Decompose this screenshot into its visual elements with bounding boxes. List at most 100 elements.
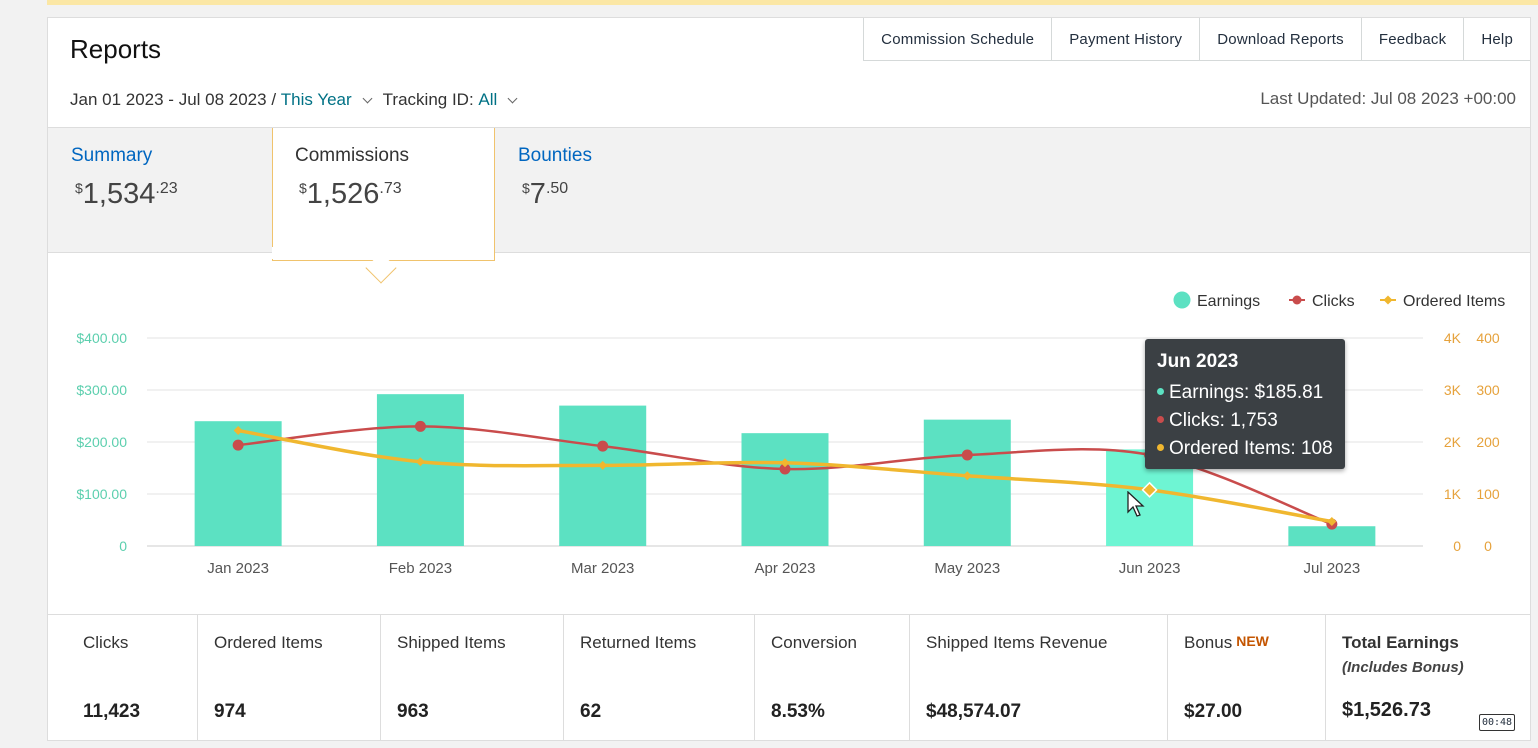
y-right-tick-label: 3K: [1444, 382, 1462, 398]
legend-label: Ordered Items: [1403, 293, 1505, 310]
y-right-tick-label: 2K: [1444, 434, 1462, 450]
stats-row: Clicks 11,423 Ordered Items 974 Shipped …: [48, 614, 1530, 740]
stat-returned-items-label: Returned Items: [580, 633, 697, 652]
clicks-point: [232, 439, 244, 451]
stat-shipped-revenue-value: $48,574.07: [926, 701, 1022, 722]
tooltip-clicks: Clicks: 1,753: [1157, 407, 1333, 435]
tooltip-title: Jun 2023: [1157, 351, 1239, 372]
chevron-down-icon[interactable]: [362, 93, 373, 103]
stat-shipped-items-label: Shipped Items: [397, 633, 506, 652]
earnings-bar: [923, 419, 1011, 546]
legend-clicks-icon: [1292, 295, 1302, 305]
top-nav: Commission Schedule Payment History Down…: [863, 18, 1530, 61]
feedback-button[interactable]: Feedback: [1360, 18, 1464, 61]
stat-clicks-value: 11,423: [83, 701, 141, 722]
stat-shipped-revenue-label: Shipped Items Revenue: [926, 633, 1108, 652]
stat-ordered-items-value: 974: [214, 701, 246, 722]
stat-bonus: Bonus NEW $27.00: [1168, 615, 1326, 740]
legend-ordered-items-icon: [1383, 295, 1393, 305]
payment-history-button[interactable]: Payment History: [1051, 18, 1200, 61]
ordered-items-point: [780, 458, 790, 468]
tab-bounties[interactable]: Bounties $7.50: [495, 128, 719, 254]
stat-returned-items-value: 62: [580, 701, 602, 722]
x-tick-label: Jun 2023: [1119, 560, 1181, 577]
chevron-down-icon[interactable]: [507, 93, 518, 103]
x-tick-label: Jan 2023: [207, 560, 269, 577]
stat-conversion-value: 8.53%: [771, 701, 825, 722]
stat-returned-items: Returned Items 62: [564, 615, 755, 740]
notification-strip: [47, 0, 1538, 5]
help-button[interactable]: Help: [1463, 18, 1530, 61]
earnings-bar: [741, 433, 829, 546]
chart-svg: 0 0 0 $100.00 1K 100 $200.00 2K 200 $300.00 3K 300 $…: [76, 291, 1505, 577]
report-tabs: Summary $1,534.23 Commissions $1,526.73 …: [48, 127, 1530, 261]
last-updated: Last Updated: Jul 08 2023 +00:00: [1260, 89, 1516, 108]
stat-total-earnings-sub: (Includes Bonus): [1342, 659, 1464, 676]
stat-clicks: Clicks 11,423: [48, 615, 198, 740]
tab-commissions-value: $1,526.73: [299, 178, 402, 210]
chart-tooltip: Jun 2023 Earnings: $185.81 Clicks: 1,753…: [1145, 339, 1345, 469]
tracking-id-label: Tracking ID:: [382, 90, 474, 109]
earnings-bar: [376, 394, 464, 546]
commissions-chart: 0 0 0 $100.00 1K 100 $200.00 2K 200 $300.00 3K 300 $…: [48, 254, 1530, 614]
stat-bonus-label: Bonus NEW: [1184, 633, 1269, 652]
stat-bonus-value: $27.00: [1184, 701, 1243, 722]
x-tick-label: Jul 2023: [1303, 560, 1360, 577]
y-left-tick-label: 0: [119, 538, 127, 554]
tab-bounties-value: $7.50: [522, 178, 569, 210]
reports-panel: Reports Commission Schedule Payment Hist…: [47, 17, 1531, 741]
y-right-tick-label: 0: [1484, 538, 1492, 554]
ordered-items-point: [415, 457, 425, 467]
tab-summary[interactable]: Summary $1,534.23: [48, 128, 272, 254]
timer-badge: 00:48: [1479, 714, 1515, 731]
stat-total-earnings: Total Earnings (Includes Bonus) $1,526.73: [1326, 615, 1530, 740]
tracking-id-dropdown[interactable]: All: [478, 90, 498, 109]
ordered-items-point: [962, 471, 972, 481]
y-right-tick-label: 100: [1476, 486, 1500, 502]
stat-shipped-revenue: Shipped Items Revenue $48,574.07: [910, 615, 1168, 740]
commission-schedule-button[interactable]: Commission Schedule: [863, 18, 1052, 61]
stat-ordered-items-label: Ordered Items: [214, 633, 323, 652]
earnings-bar: [559, 405, 647, 546]
y-right-tick-label: 1K: [1444, 486, 1462, 502]
stat-clicks-label: Clicks: [83, 633, 129, 652]
tab-bounties-label[interactable]: Bounties: [518, 145, 592, 166]
ordered-items-point: [1327, 517, 1337, 527]
legend-earnings-icon: [1173, 291, 1191, 309]
download-reports-button[interactable]: Download Reports: [1199, 18, 1361, 61]
ordered-items-point: [598, 460, 608, 470]
x-tick-label: May 2023: [934, 560, 1000, 577]
legend-label: Clicks: [1312, 293, 1355, 310]
stat-total-earnings-value: $1,526.73: [1342, 699, 1431, 721]
y-right-tick-label: 0: [1453, 538, 1461, 554]
page-title: Reports: [70, 34, 162, 64]
y-right-tick-label: 300: [1476, 382, 1500, 398]
clicks-point: [597, 440, 609, 452]
tab-commissions-label[interactable]: Commissions: [295, 145, 410, 166]
new-badge: NEW: [1236, 633, 1269, 649]
y-left-tick-label: $100.00: [76, 486, 127, 502]
y-right-tick-label: 400: [1476, 330, 1500, 346]
stat-conversion-label: Conversion: [771, 633, 857, 652]
tooltip-ordered-items: Ordered Items: 108: [1157, 435, 1333, 463]
y-right-tick-label: 200: [1476, 434, 1500, 450]
ordered-items-point: [233, 426, 243, 436]
tab-commissions[interactable]: Commissions $1,526.73: [272, 128, 495, 261]
x-tick-label: Apr 2023: [755, 560, 816, 577]
tab-summary-value: $1,534.23: [75, 178, 178, 210]
x-tick-label: Mar 2023: [571, 560, 634, 577]
stat-ordered-items: Ordered Items 974: [198, 615, 381, 740]
x-tick-label: Feb 2023: [389, 560, 452, 577]
clicks-point: [414, 420, 426, 432]
y-left-tick-label: $300.00: [76, 382, 127, 398]
mouse-cursor-icon: [1127, 491, 1145, 517]
clicks-point: [779, 463, 791, 475]
y-left-tick-label: $200.00: [76, 434, 127, 450]
legend-label: Earnings: [1197, 293, 1260, 310]
date-preset-dropdown[interactable]: This Year: [280, 90, 352, 109]
stat-total-earnings-label: Total Earnings (Includes Bonus): [1342, 633, 1530, 676]
tab-summary-label[interactable]: Summary: [71, 145, 153, 166]
date-range-text: Jan 01 2023 - Jul 08 2023 /: [70, 90, 277, 109]
stat-shipped-items: Shipped Items 963: [381, 615, 564, 740]
y-right-tick-label: 4K: [1444, 330, 1462, 346]
